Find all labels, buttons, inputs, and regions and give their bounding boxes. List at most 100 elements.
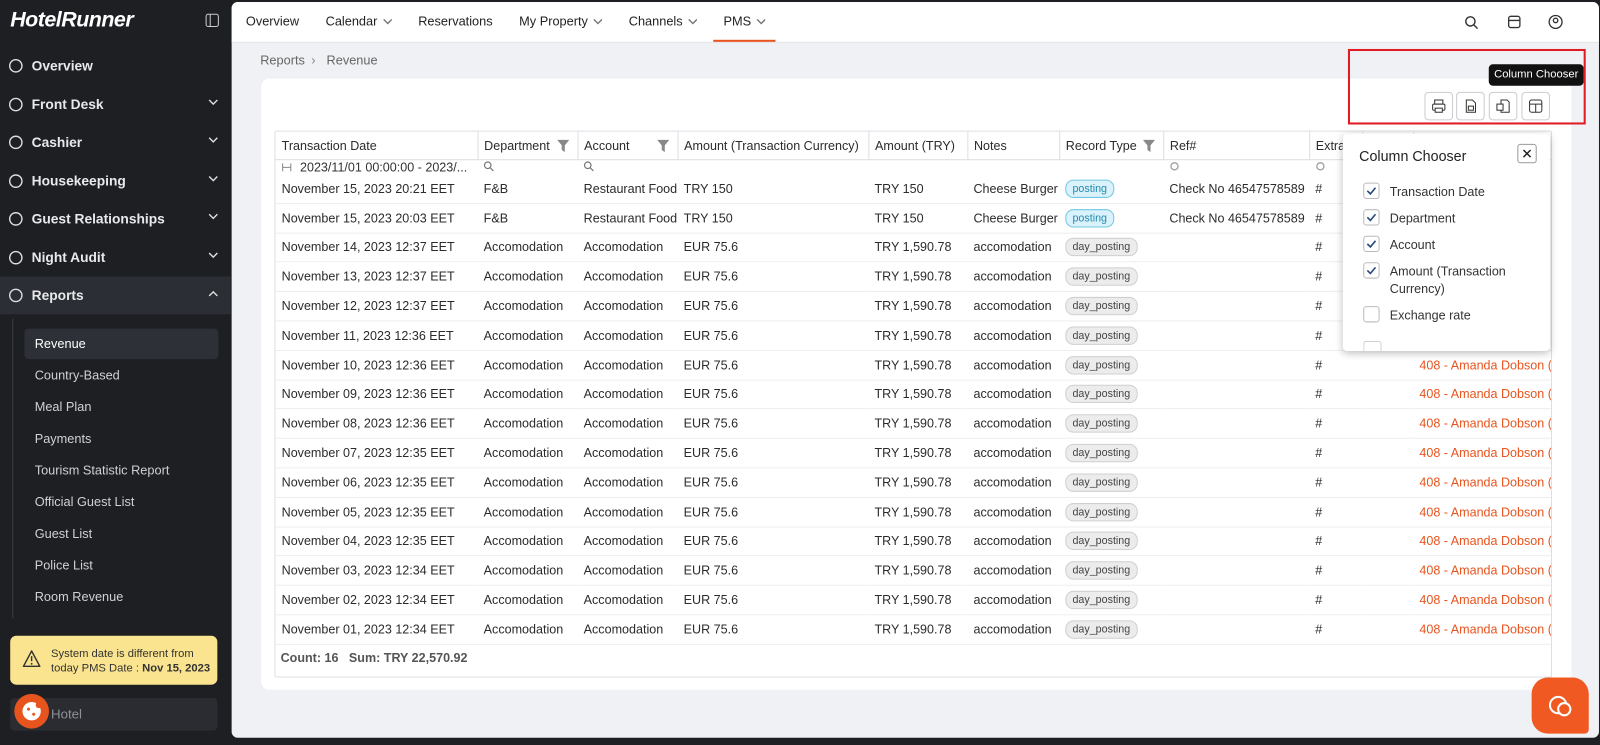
cell-text: Check No 46547578589 <box>1169 182 1304 196</box>
submenu-item[interactable]: Guest List <box>24 518 218 549</box>
menu-item[interactable]: Front Desk <box>0 85 231 123</box>
column-header[interactable]: Ref# <box>1163 132 1309 160</box>
guest-link[interactable]: 408 - Amanda Dobson (A <box>1419 534 1552 548</box>
nav-item[interactable]: My Property <box>509 2 612 42</box>
nav-item[interactable]: PMS <box>713 2 775 42</box>
cell-text: EUR 75.6 <box>684 240 738 254</box>
submenu-item[interactable]: Country-Based <box>24 360 218 391</box>
filter-icon[interactable] <box>657 140 669 152</box>
nav-item[interactable]: Overview <box>236 2 310 42</box>
cell: Accomodation <box>578 233 678 262</box>
data-row[interactable]: November 01, 2023 12:34 EETAccomodationA… <box>276 615 1553 644</box>
cell: TRY 1,590.78 <box>868 262 967 291</box>
nav-label: Channels <box>629 14 683 28</box>
data-row[interactable]: November 03, 2023 12:34 EETAccomodationA… <box>276 556 1553 585</box>
checkbox[interactable] <box>1363 262 1379 278</box>
close-button[interactable] <box>1517 144 1536 163</box>
checkbox[interactable] <box>1363 183 1379 199</box>
collapse-icon[interactable] <box>205 13 219 27</box>
filter-cell[interactable] <box>868 160 967 175</box>
chooser-label: Department <box>1390 210 1456 227</box>
account-icon[interactable] <box>1548 14 1563 29</box>
submenu-item[interactable]: Official Guest List <box>24 487 218 518</box>
data-row[interactable]: November 04, 2023 12:35 EETAccomodationA… <box>276 527 1553 556</box>
guest-link[interactable]: 408 - Amanda Dobson (A <box>1419 593 1552 607</box>
cookie-button[interactable] <box>14 694 49 729</box>
filter-cell[interactable] <box>967 160 1059 175</box>
cell-text: TRY 1,590.78 <box>874 534 951 548</box>
submenu-item[interactable]: Police List <box>24 550 218 581</box>
filter-icon[interactable] <box>1142 140 1154 152</box>
submenu-item[interactable]: Payments <box>24 423 218 454</box>
data-row[interactable]: November 09, 2023 12:36 EETAccomodationA… <box>276 380 1553 409</box>
filter-cell[interactable] <box>1059 160 1163 175</box>
data-row[interactable]: November 08, 2023 12:36 EETAccomodationA… <box>276 409 1553 438</box>
guest-link[interactable]: 408 - Amanda Dobson (A <box>1419 387 1552 401</box>
nav-label: Overview <box>246 14 299 28</box>
checkbox[interactable] <box>1363 306 1379 322</box>
cell: Accomodation <box>578 497 678 526</box>
menu-item[interactable]: Overview <box>0 47 231 85</box>
nav-item[interactable]: Channels <box>619 2 708 42</box>
column-header[interactable]: Notes <box>967 132 1059 160</box>
guest-link[interactable]: 408 - Amanda Dobson (A <box>1419 358 1552 372</box>
checkbox[interactable] <box>1363 236 1379 252</box>
menu-item[interactable]: Cashier <box>0 123 231 161</box>
breadcrumb-link[interactable]: Reports <box>260 53 305 67</box>
column-header[interactable]: Account <box>578 132 678 160</box>
filter-cell[interactable] <box>578 160 678 175</box>
cell-text: Accomodation <box>484 387 564 401</box>
filter-cell[interactable] <box>678 160 869 175</box>
guest-link[interactable]: 408 - Amanda Dobson (A <box>1419 475 1552 489</box>
column-header[interactable]: Amount (TRY) <box>868 132 967 160</box>
filter-cell[interactable] <box>1163 160 1309 175</box>
cell-text: Accomodation <box>484 505 564 519</box>
store-icon[interactable] <box>1507 14 1521 29</box>
column-header[interactable]: Amount (Transaction Currency) <box>678 132 869 160</box>
submenu-item[interactable]: Meal Plan <box>24 392 218 423</box>
header-label: Ref# <box>1170 138 1197 152</box>
cell: November 15, 2023 20:21 EET <box>276 174 478 203</box>
data-row[interactable]: November 05, 2023 12:35 EETAccomodationA… <box>276 497 1553 526</box>
filter-cell[interactable]: 2023/11/01 00:00:00 - 2023/... <box>276 160 478 175</box>
data-row[interactable]: November 10, 2023 12:36 EETAccomodationA… <box>276 350 1553 379</box>
guest-link[interactable]: 408 - Amanda Dobson (A <box>1419 505 1552 519</box>
guest-link[interactable]: 408 - Amanda Dobson (A <box>1419 446 1552 460</box>
submenu-item[interactable]: Room Revenue <box>24 582 218 613</box>
chat-button[interactable] <box>1532 678 1589 734</box>
filter-cell[interactable] <box>478 160 578 175</box>
nav-item[interactable]: Reservations <box>408 2 503 42</box>
menu-item[interactable]: Night Audit <box>0 238 231 276</box>
cell-text: accomodation <box>973 534 1051 548</box>
submenu-item[interactable]: Revenue <box>24 329 218 360</box>
data-row[interactable]: November 02, 2023 12:34 EETAccomodationA… <box>276 585 1553 614</box>
logo[interactable]: HotelRunner <box>10 8 133 32</box>
filter-icon[interactable] <box>557 140 569 152</box>
search-icon[interactable] <box>1464 15 1478 29</box>
close-icon <box>1518 145 1535 162</box>
guest-link[interactable]: 408 - Amanda Dobson (A <box>1419 564 1552 578</box>
cell: day_posting <box>1059 321 1163 350</box>
check-icon <box>1364 237 1378 251</box>
guest-link[interactable]: 408 - Amanda Dobson (A <box>1419 622 1552 636</box>
icon-shape <box>10 289 22 301</box>
column-header[interactable]: Transaction Date <box>276 132 478 160</box>
column-header[interactable]: Record Type <box>1059 132 1163 160</box>
cell <box>1163 321 1309 350</box>
cell-text: EUR 75.6 <box>684 593 738 607</box>
submenu-item[interactable]: Tourism Statistic Report <box>24 455 218 486</box>
menu-item[interactable]: Reports <box>0 277 231 315</box>
menu-item[interactable]: Guest Relationships <box>0 200 231 238</box>
data-row[interactable]: November 06, 2023 12:35 EETAccomodationA… <box>276 468 1553 497</box>
cell <box>1163 233 1309 262</box>
checkbox[interactable] <box>1363 209 1379 225</box>
data-row[interactable]: November 07, 2023 12:35 EETAccomodationA… <box>276 438 1553 467</box>
menu-item[interactable]: Housekeeping <box>0 162 231 200</box>
nav-item[interactable]: Calendar <box>315 2 401 42</box>
column-header[interactable]: Department <box>478 132 578 160</box>
range-icon <box>282 163 292 171</box>
guest-link[interactable]: 408 - Amanda Dobson (A <box>1419 417 1552 431</box>
cell-text: Accomodation <box>484 534 564 548</box>
